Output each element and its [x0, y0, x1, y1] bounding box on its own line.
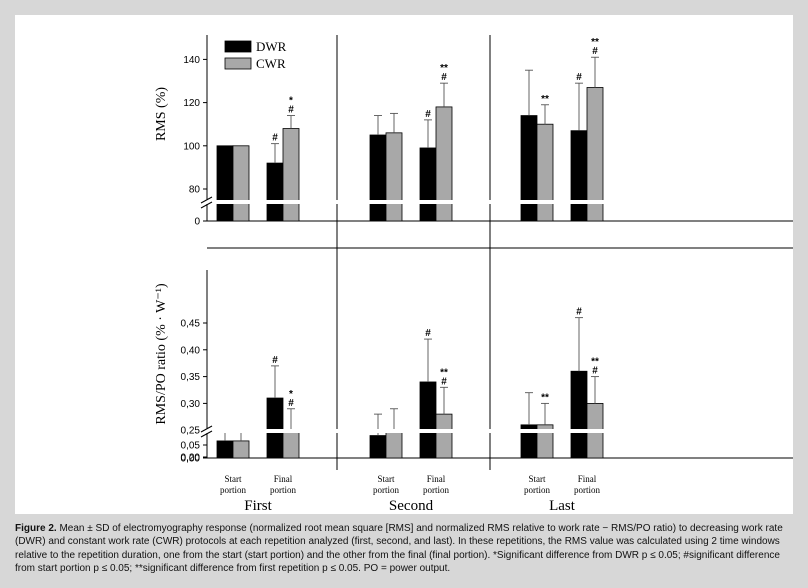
bar-cwr	[536, 123, 554, 222]
y-axis-label: RMS (%)	[154, 87, 169, 141]
significance-mark: #	[592, 46, 598, 57]
significance-mark: #	[576, 72, 582, 83]
portion-label: Final	[427, 474, 446, 484]
y-tick-label: 140	[183, 55, 200, 66]
significance-mark: #	[441, 376, 447, 387]
significance-mark: #	[288, 398, 294, 409]
significance-mark: #	[576, 307, 582, 318]
axis-break-mark	[200, 196, 213, 204]
bar-dwr	[419, 381, 437, 459]
y-tick-label: 0,40	[181, 345, 201, 356]
bar-dwr	[369, 134, 387, 222]
portion-label: Start	[378, 474, 395, 484]
group-title: First	[244, 498, 272, 514]
axis-break-mark	[200, 201, 213, 209]
bar-cwr	[385, 132, 403, 222]
bar-dwr	[266, 397, 284, 459]
significance-mark: #	[441, 72, 447, 83]
portion-label: portion	[574, 485, 600, 495]
bar-dwr	[216, 145, 234, 222]
portion-label: portion	[524, 485, 550, 495]
bar-cwr	[435, 413, 453, 459]
portion-label: Start	[225, 474, 242, 484]
axis-break-mark	[200, 425, 213, 433]
y-tick-label: 0,05	[181, 441, 201, 452]
significance-mark: #	[425, 109, 431, 120]
bar-cwr	[232, 440, 250, 459]
portion-label: portion	[373, 485, 399, 495]
legend-swatch-cwr	[224, 57, 252, 70]
bar-dwr	[419, 147, 437, 222]
significance-mark: **	[591, 37, 599, 48]
y-tick-label: 100	[183, 141, 200, 152]
portion-label: Start	[529, 474, 546, 484]
significance-mark: **	[591, 357, 599, 368]
group-title: Last	[549, 498, 576, 514]
figure-panel: 0 80 100 120 140 RMS (%) # # * # # ** ** # # ** 0,00 0,05…	[15, 15, 793, 514]
axis-break-mark	[200, 430, 213, 438]
significance-mark: **	[541, 94, 549, 105]
y-axis-label: RMS/PO ratio (% · W⁻¹)	[154, 283, 169, 425]
y-tick-label: 80	[189, 185, 201, 196]
bar-dwr	[520, 115, 538, 222]
significance-mark: *	[289, 389, 293, 400]
caption-label: Figure 2.	[15, 523, 57, 534]
bar-cwr	[232, 145, 250, 222]
group-title: Second	[389, 498, 434, 514]
significance-mark: #	[288, 105, 294, 116]
significance-mark: **	[541, 392, 549, 403]
significance-mark: #	[272, 355, 278, 366]
portion-label: portion	[270, 485, 296, 495]
caption-text: Mean ± SD of electromyography response (…	[15, 523, 783, 575]
y-tick-label: 0,00	[181, 454, 201, 465]
significance-mark: #	[425, 328, 431, 339]
bar-dwr	[369, 435, 387, 459]
bar-dwr	[570, 130, 588, 222]
y-tick-label: 0	[194, 217, 200, 228]
legend-label: DWR	[256, 39, 287, 54]
y-tick-label: 0,25	[181, 426, 201, 437]
portion-label: portion	[423, 485, 449, 495]
axis-break-gap	[201, 429, 793, 433]
bar-cwr	[282, 429, 300, 459]
bar-cwr	[385, 429, 403, 459]
portion-label: Final	[274, 474, 293, 484]
significance-mark: **	[440, 367, 448, 378]
portion-label: portion	[220, 485, 246, 495]
bar-dwr	[266, 162, 284, 222]
axis-break-gap	[201, 200, 793, 204]
bar-dwr	[216, 440, 234, 459]
y-tick-label: 0,30	[181, 399, 201, 410]
legend-label: CWR	[256, 56, 286, 71]
y-tick-label: 120	[183, 98, 200, 109]
figure-caption: Figure 2. Mean ± SD of electromyography …	[15, 522, 799, 576]
bar-dwr	[570, 370, 588, 459]
legend-swatch-dwr	[224, 40, 252, 53]
significance-mark: #	[592, 366, 598, 377]
portion-label: Final	[578, 474, 597, 484]
y-tick-label: 0,35	[181, 372, 201, 383]
significance-mark: #	[272, 133, 278, 144]
significance-mark: *	[289, 96, 293, 107]
y-tick-label: 0,20	[181, 453, 201, 464]
significance-mark: **	[440, 63, 448, 74]
bar-cwr	[282, 128, 300, 222]
y-tick-label: 0,45	[181, 319, 201, 330]
